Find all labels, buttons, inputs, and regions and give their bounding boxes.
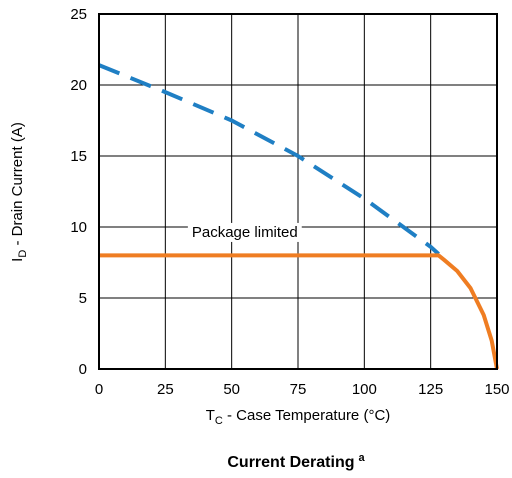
x-tick-label-75: 75 xyxy=(290,381,307,398)
chart-title-text: Current Derating xyxy=(227,454,354,471)
y-tick-label-0: 0 xyxy=(79,361,87,378)
x-tick-label-25: 25 xyxy=(157,381,174,398)
x-tick-label-125: 125 xyxy=(418,381,443,398)
annotation-package-limited: Package limited xyxy=(192,224,298,241)
x-axis-label-sub: C xyxy=(215,415,223,427)
y-tick-label-15: 15 xyxy=(70,148,87,165)
y-axis-label-sub: D xyxy=(17,250,29,258)
y-tick-label-10: 10 xyxy=(70,219,87,236)
y-axis-label-rest: - Drain Current (A) xyxy=(9,122,26,250)
x-tick-label-150: 150 xyxy=(484,381,509,398)
y-tick-labels: 0 5 10 15 20 25 xyxy=(70,6,87,378)
x-tick-label-100: 100 xyxy=(352,381,377,398)
x-axis-label-main: T xyxy=(206,407,215,424)
chart-title-superscript: a xyxy=(359,452,366,464)
x-tick-label-50: 50 xyxy=(223,381,240,398)
x-tick-label-0: 0 xyxy=(95,381,103,398)
y-tick-label-5: 5 xyxy=(79,290,87,307)
x-tick-labels: 0 25 50 75 100 125 150 xyxy=(95,381,510,398)
y-tick-label-20: 20 xyxy=(70,77,87,94)
y-tick-label-25: 25 xyxy=(70,6,87,23)
x-axis-label-rest: - Case Temperature (°C) xyxy=(223,407,390,424)
x-axis-label: TC - Case Temperature (°C) xyxy=(206,407,391,427)
chart-title: Current Derating a xyxy=(227,452,365,471)
grid xyxy=(99,14,497,369)
y-axis-label: ID - Drain Current (A) xyxy=(9,122,29,262)
